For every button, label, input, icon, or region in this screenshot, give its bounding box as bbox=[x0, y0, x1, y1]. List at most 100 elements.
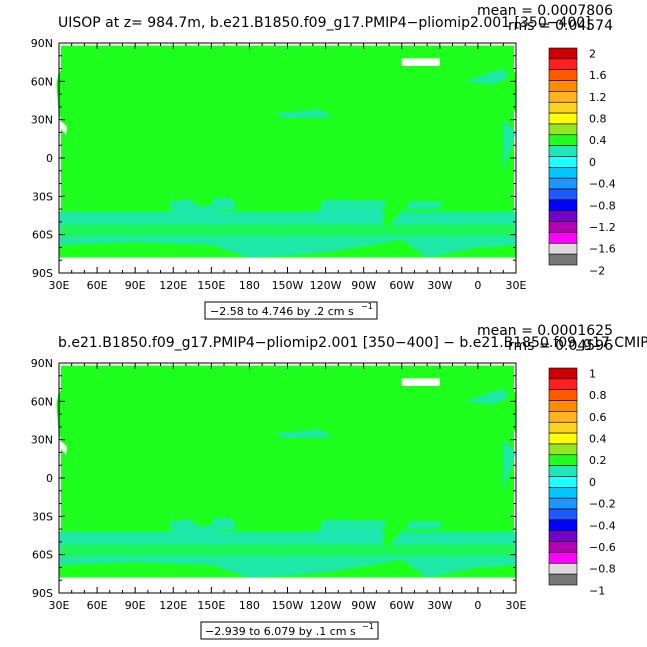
colorbar-swatch bbox=[548, 432, 578, 445]
x-tick-label: 30E bbox=[49, 279, 70, 292]
colorbar-swatch bbox=[548, 367, 578, 380]
y-tick-label: 90N bbox=[31, 37, 53, 50]
x-tick-label: 180 bbox=[239, 599, 260, 612]
mask-0 bbox=[401, 378, 440, 386]
top-map-range-unit-exp: −1 bbox=[361, 302, 373, 311]
colorbar-label: −0.4 bbox=[589, 178, 616, 191]
colorbar-swatch bbox=[548, 112, 578, 125]
land-1 bbox=[56, 378, 250, 477]
colorbar-swatch bbox=[548, 232, 578, 244]
x-tick-label: 90W bbox=[351, 599, 376, 612]
colorbar-swatch bbox=[548, 156, 578, 168]
colorbar-label: 0.6 bbox=[589, 411, 607, 424]
colorbar-swatch bbox=[548, 421, 578, 434]
colorbar-label: 1 bbox=[589, 367, 596, 380]
colorbar-label: 0 bbox=[589, 156, 596, 169]
colorbar-label: −1.2 bbox=[589, 221, 616, 234]
colorbar-swatch bbox=[548, 563, 578, 575]
land-12 bbox=[185, 101, 202, 118]
colorbar-label: 0 bbox=[589, 476, 596, 489]
colorbar-swatch bbox=[548, 58, 578, 70]
colorbar-swatch bbox=[548, 508, 578, 521]
y-tick-label: 30N bbox=[31, 114, 53, 127]
y-tick-label: 60S bbox=[32, 229, 53, 242]
land-2 bbox=[465, 391, 516, 432]
land-4 bbox=[264, 387, 402, 454]
bottom-map-range-box: −2.939 to 6.079 by .1 cm s −1 bbox=[200, 621, 379, 640]
colorbar-swatch bbox=[548, 552, 578, 564]
y-tick-label: 60S bbox=[32, 549, 53, 562]
colorbar-swatch bbox=[548, 91, 578, 103]
colorbar-swatch bbox=[548, 210, 578, 222]
land-3 bbox=[165, 492, 216, 527]
colorbar-swatch bbox=[548, 487, 578, 499]
colorbar-swatch bbox=[548, 519, 578, 532]
top-map-range-box: −2.58 to 4.746 by .2 cm s −1 bbox=[204, 301, 378, 320]
y-tick-label: 60N bbox=[31, 395, 53, 408]
colorbar-swatch bbox=[548, 411, 578, 423]
top-map-title: UISOP at z= 984.7m, b.e21.B1850.f09_g17.… bbox=[58, 15, 591, 31]
colorbar-label: −1 bbox=[589, 584, 605, 597]
y-tick-label: 90S bbox=[32, 587, 53, 600]
x-tick-label: 30E bbox=[506, 279, 527, 292]
bottom-map-colorbar: 1 0.8 0.6 0.4 0.2 0 −0.2 −0.4 −0.6 −0.8 −1 bbox=[548, 367, 616, 597]
colorbar-swatch bbox=[548, 454, 578, 466]
colorbar-swatch bbox=[548, 80, 578, 92]
top-map-svg: UISOP at z= 984.7m, b.e21.B1850.f09_g17.… bbox=[31, 3, 616, 320]
colorbar-swatch bbox=[548, 573, 578, 586]
land-1 bbox=[56, 58, 250, 157]
x-tick-label: 60W bbox=[389, 279, 414, 292]
mask-3 bbox=[59, 119, 67, 135]
top-map-field bbox=[56, 42, 517, 274]
bottom-map-panel: b.e21.B1850.f09_g17.PMIP4−pliomip2.001 [… bbox=[0, 320, 647, 640]
colorbar-swatch bbox=[548, 47, 578, 60]
colorbar-swatch bbox=[548, 243, 578, 255]
colorbar-swatch bbox=[548, 541, 578, 553]
land-11 bbox=[141, 471, 156, 486]
colorbar-label: −2 bbox=[589, 264, 605, 277]
colorbar-swatch bbox=[548, 400, 578, 412]
top-map-rms: rms = 0.04574 bbox=[508, 18, 613, 34]
land-9 bbox=[76, 494, 85, 510]
y-tick-label: 90S bbox=[32, 267, 53, 280]
colorbar-swatch bbox=[548, 443, 578, 456]
land-4 bbox=[264, 67, 402, 134]
y-tick-label: 0 bbox=[46, 472, 53, 485]
land-5 bbox=[353, 132, 381, 148]
y-tick-label: 90N bbox=[31, 357, 53, 370]
colorbar-swatch bbox=[548, 221, 578, 233]
colorbar-swatch bbox=[548, 378, 578, 390]
x-tick-label: 150W bbox=[272, 279, 304, 292]
colorbar-swatch bbox=[548, 134, 578, 146]
x-tick-label: 90E bbox=[125, 599, 146, 612]
colorbar-swatch bbox=[548, 123, 578, 136]
colorbar-label: −0.8 bbox=[589, 563, 616, 576]
y-tick-label: 30N bbox=[31, 434, 53, 447]
mask-3 bbox=[59, 439, 67, 455]
colorbar-label: −0.6 bbox=[589, 541, 616, 554]
colorbar-label: 1.2 bbox=[589, 91, 607, 104]
bottom-map-x-ticks: 30E 60E 90E 120E 150E 180 150W 120W 90W 60W 30W 0 30… bbox=[49, 599, 527, 612]
southern-band bbox=[61, 224, 514, 237]
colorbar-label: −0.2 bbox=[589, 498, 616, 511]
land-11 bbox=[141, 151, 156, 166]
colorbar-swatch bbox=[548, 530, 578, 542]
x-tick-label: 0 bbox=[474, 599, 481, 612]
colorbar-label: −0.4 bbox=[589, 519, 616, 532]
colorbar-label: −0.8 bbox=[589, 199, 616, 212]
x-tick-label: 150W bbox=[272, 599, 304, 612]
land-12 bbox=[185, 421, 202, 438]
y-tick-label: 60N bbox=[31, 75, 53, 88]
x-tick-label: 120W bbox=[310, 599, 342, 612]
negative-patch bbox=[503, 119, 516, 171]
x-tick-label: 120W bbox=[310, 279, 342, 292]
colorbar-label: −1.6 bbox=[589, 243, 616, 256]
colorbar-swatch bbox=[548, 101, 578, 114]
x-tick-label: 180 bbox=[239, 279, 260, 292]
y-tick-label: 0 bbox=[46, 152, 53, 165]
colorbar-swatch bbox=[548, 177, 578, 190]
mask-0 bbox=[401, 58, 440, 66]
colorbar-label: 0.2 bbox=[589, 454, 607, 467]
bottom-map-title: b.e21.B1850.f09_g17.PMIP4−pliomip2.001 [… bbox=[58, 335, 647, 351]
x-tick-label: 90W bbox=[351, 279, 376, 292]
